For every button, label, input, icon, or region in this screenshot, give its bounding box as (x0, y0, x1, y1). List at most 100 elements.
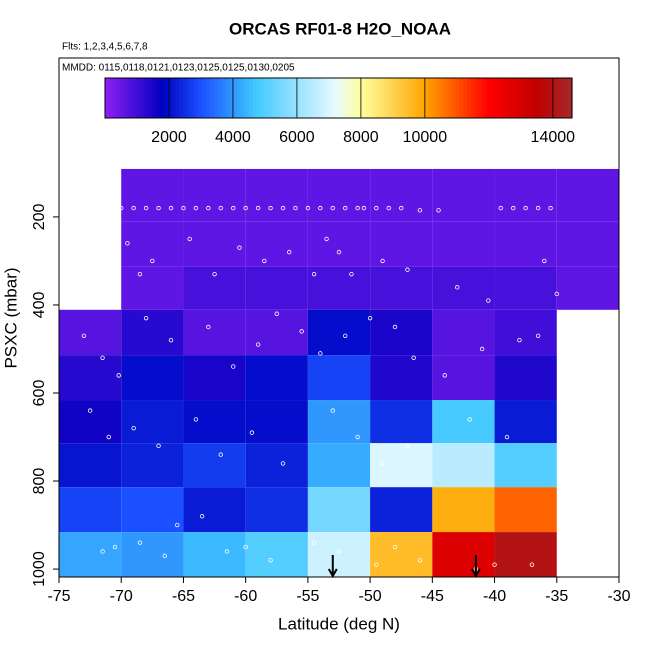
x-tick-label: -45 (421, 588, 444, 605)
colorbar-segment (463, 78, 468, 118)
data-point (535, 205, 541, 211)
cell (494, 532, 557, 577)
colorbar-segment (229, 78, 235, 118)
colorbar-segment (319, 78, 324, 118)
data-point (280, 461, 286, 466)
colorbar-segment (404, 78, 410, 118)
colorbar-segment (182, 78, 188, 118)
colorbar-segment (459, 78, 464, 118)
chart-title: ORCAS RF01-8 H2O_NOAA (229, 19, 451, 38)
data-point (131, 205, 136, 211)
colorbar-segment (280, 78, 285, 118)
data-point (343, 333, 348, 338)
colorbar-tick-label: 4000 (215, 129, 251, 146)
data-point (143, 205, 149, 211)
colorbar-segment (171, 78, 176, 118)
data-point (255, 205, 261, 211)
colorbar-segment (128, 78, 133, 118)
colorbar-segment (428, 78, 433, 118)
cell (183, 487, 246, 533)
cell (432, 443, 495, 488)
colorbar-segment (342, 78, 347, 118)
colorbar-segment (494, 78, 499, 118)
cell (245, 309, 308, 356)
data-point (349, 271, 354, 277)
colorbar-segment (213, 78, 219, 118)
cell (121, 168, 184, 222)
colorbar-segment (513, 78, 519, 118)
data-point (224, 549, 230, 554)
x-tick-label: -30 (607, 588, 630, 605)
data-point (81, 333, 87, 338)
colorbar-segment (416, 78, 421, 118)
colorbar-segment (560, 78, 565, 118)
subtitle: Flts: 1,2,3,4,5,6,7,8 (62, 42, 148, 53)
data-point (380, 258, 385, 264)
colorbar-segment (175, 78, 180, 118)
cell (121, 355, 184, 401)
data-point (193, 205, 199, 211)
cell (556, 168, 619, 222)
y-tick-label: 200 (31, 203, 48, 230)
data-point (554, 291, 559, 297)
data-point (100, 549, 105, 554)
colorbar-segment (264, 78, 270, 118)
data-point (523, 205, 528, 211)
colorbar-segment (163, 78, 168, 118)
y-tick-label: 600 (31, 380, 48, 407)
data-point (330, 408, 335, 413)
x-tick-label: -35 (545, 588, 568, 605)
cell (370, 487, 433, 533)
colorbar-segment (408, 78, 414, 118)
data-point (405, 443, 410, 449)
colorbar-tick-label: 8000 (343, 129, 379, 146)
colorbar-segment (198, 78, 203, 118)
cell (494, 355, 557, 401)
colorbar-segment (443, 78, 449, 118)
data-point (367, 315, 373, 321)
cell (245, 400, 308, 444)
cell (121, 309, 184, 356)
colorbar-segment (245, 78, 250, 118)
colorbar-segment (202, 78, 207, 118)
colorbar-segment (116, 78, 122, 118)
colorbar-segment (307, 78, 312, 118)
colorbar-segment (365, 78, 371, 118)
data-point (380, 461, 385, 466)
colorbar-segment (505, 78, 511, 118)
colorbar-segment (330, 78, 336, 118)
plot-frame (58, 57, 620, 578)
data-point (112, 544, 118, 550)
cell (245, 266, 308, 310)
colorbar-segment (350, 78, 355, 118)
colorbar-segment (431, 78, 437, 118)
colorbar-segment (369, 78, 375, 118)
data-point (455, 285, 460, 290)
colorbar-segment (435, 78, 441, 118)
cell (183, 309, 246, 356)
colorbar-segment (315, 78, 320, 118)
data-point (143, 315, 149, 321)
cell (59, 400, 122, 444)
cell (307, 487, 371, 533)
y-tick-label: 1000 (31, 551, 48, 587)
colorbar-segment (276, 78, 281, 118)
colorbar-segment (509, 78, 515, 118)
data-point (168, 337, 174, 343)
data-point (243, 544, 248, 550)
data-point (417, 208, 423, 213)
x-tick-label: -50 (359, 588, 382, 605)
colorbar-segment (311, 78, 316, 118)
colorbar-tick-label: 6000 (279, 129, 315, 146)
cell (494, 168, 557, 222)
annotation: MMDD: 0115,0118,0121,0123,0125,0125,0130… (62, 63, 295, 74)
data-point (268, 205, 273, 211)
data-point (237, 245, 242, 250)
colorbar-segment (326, 78, 332, 118)
cell (183, 168, 246, 222)
data-point (436, 208, 441, 213)
data-point (511, 205, 516, 211)
colorbar-segment (451, 78, 456, 118)
cell (432, 355, 495, 401)
